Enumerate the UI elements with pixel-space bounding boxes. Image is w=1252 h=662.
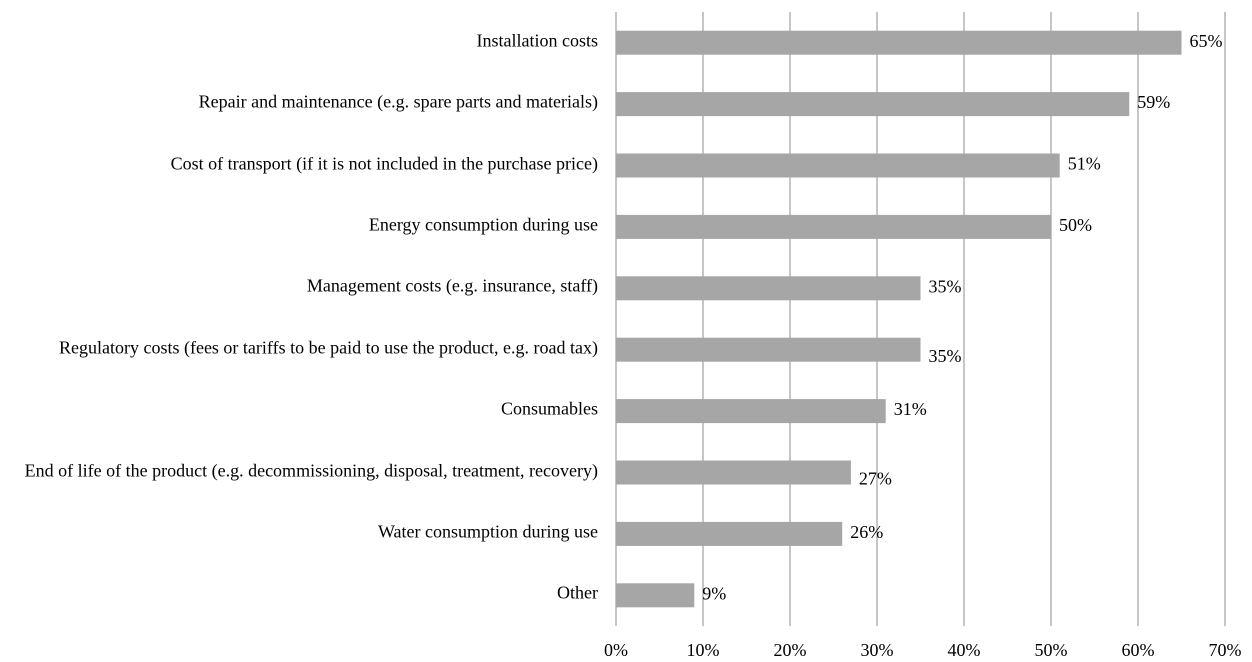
category-text: Management costs (e.g. insurance, staff) — [306, 275, 598, 296]
category-text: Other — [557, 582, 598, 603]
bar — [616, 30, 1182, 55]
data-label: 50% — [1059, 215, 1092, 235]
x-tick-label: 30% — [861, 640, 894, 660]
y-tick-label: Consumables — [0, 399, 598, 420]
y-tick-label: Installation costs — [0, 30, 598, 51]
x-tick-label: 0% — [604, 640, 628, 660]
data-label: 35% — [929, 276, 962, 296]
x-tick-label: 70% — [1209, 640, 1242, 660]
y-tick-label: Other — [0, 583, 598, 604]
y-tick-label: Repair and maintenance (e.g. spare parts… — [0, 92, 598, 113]
bar — [616, 521, 843, 546]
bar — [616, 399, 886, 424]
data-label: 35% — [929, 346, 962, 366]
category-text: Installation costs — [476, 30, 598, 51]
bar — [616, 460, 851, 485]
y-tick-label: Management costs (e.g. insurance, staff) — [0, 276, 598, 297]
category-text: Cost of transport (if it is not included… — [170, 153, 598, 173]
bar — [616, 337, 921, 362]
x-tick-label: 40% — [948, 640, 981, 660]
y-tick-label: Energy consumption during use — [0, 214, 598, 235]
bar — [616, 583, 695, 608]
y-tick-label: End of life of the product (e.g. decommi… — [0, 460, 598, 481]
category-text: Regulatory costs (fees or tariffs to be … — [58, 337, 598, 358]
data-label: 59% — [1137, 92, 1170, 112]
data-label: 9% — [702, 583, 726, 603]
category-text: End of life of the product (e.g. decommi… — [24, 460, 598, 480]
y-tick-label: Regulatory costs (fees or tariffs to be … — [0, 337, 598, 358]
data-label: 27% — [859, 469, 892, 489]
bar — [616, 276, 921, 301]
data-label: 65% — [1190, 31, 1223, 51]
x-tick-label: 50% — [1035, 640, 1068, 660]
x-tick-label: 60% — [1122, 640, 1155, 660]
y-tick-label: Water consumption during use — [0, 521, 598, 542]
category-text: Energy consumption during use — [368, 214, 598, 235]
data-label: 31% — [894, 399, 927, 419]
category-text: Consumables — [501, 398, 598, 419]
category-text: Water consumption during use — [377, 521, 598, 542]
bar — [616, 153, 1060, 178]
bar — [616, 92, 1130, 117]
x-tick-label: 20% — [774, 640, 807, 660]
category-text: Repair and maintenance (e.g. spare parts… — [198, 91, 598, 112]
data-label: 26% — [850, 522, 883, 542]
x-tick-label: 10% — [687, 640, 720, 660]
data-label: 51% — [1068, 154, 1101, 174]
y-tick-label: Cost of transport (if it is not included… — [0, 153, 598, 174]
bar — [616, 214, 1051, 239]
